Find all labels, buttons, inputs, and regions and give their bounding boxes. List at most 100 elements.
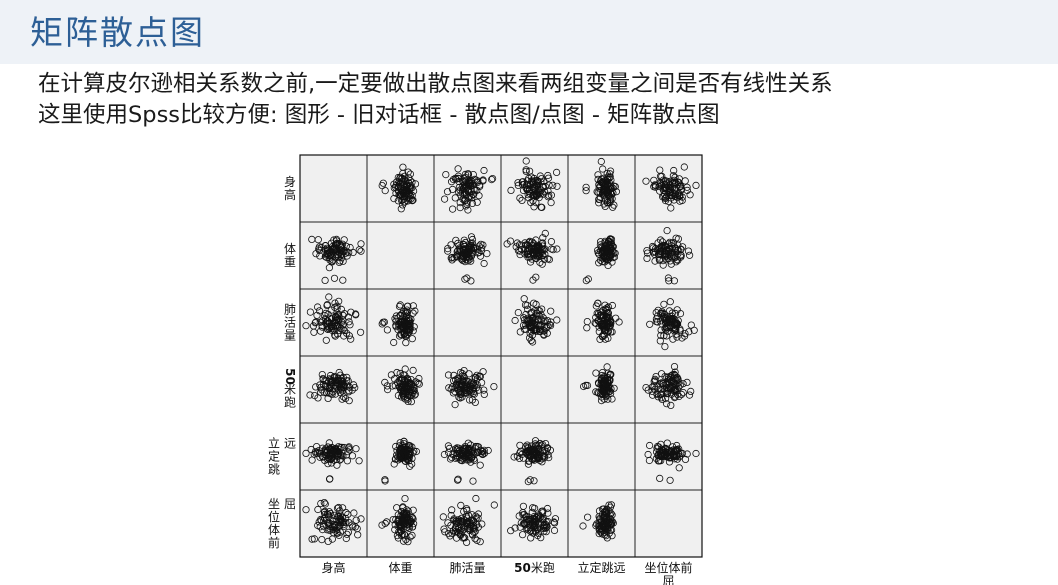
data-point <box>609 184 617 192</box>
data-point <box>524 320 532 328</box>
data-point <box>603 198 612 206</box>
data-point <box>312 250 320 258</box>
data-point <box>326 251 334 260</box>
data-point <box>661 394 670 403</box>
data-point <box>398 318 406 326</box>
data-point <box>596 241 605 249</box>
data-point <box>480 259 488 268</box>
data-point <box>312 383 320 391</box>
panel-points-r1-c5 <box>582 157 621 211</box>
data-point <box>530 250 539 258</box>
data-point <box>522 310 530 319</box>
data-point <box>531 448 540 456</box>
data-point <box>327 379 335 387</box>
data-point <box>308 456 316 464</box>
data-point <box>540 326 548 335</box>
data-point <box>515 454 524 462</box>
data-point <box>685 391 694 399</box>
data-point <box>648 391 657 399</box>
data-point <box>409 366 417 374</box>
data-point <box>332 244 340 253</box>
data-point <box>674 375 682 383</box>
data-point <box>658 310 666 318</box>
data-point <box>473 198 481 206</box>
data-point <box>409 309 417 317</box>
data-point <box>531 440 539 448</box>
data-point <box>599 165 607 173</box>
panel-points-r3-c1 <box>302 293 365 344</box>
data-point <box>523 251 532 259</box>
data-point <box>400 189 408 197</box>
data-point <box>600 505 608 513</box>
data-point <box>511 316 519 325</box>
data-point <box>392 322 400 331</box>
data-point <box>460 189 468 197</box>
data-point <box>530 447 539 455</box>
data-point <box>477 379 486 387</box>
panel-r4-c4 <box>500 355 569 424</box>
data-point <box>527 198 535 207</box>
data-point <box>596 515 604 524</box>
panel-points-r2-c3 <box>444 233 491 285</box>
data-point <box>687 321 695 329</box>
data-point <box>404 302 412 310</box>
data-point <box>539 183 548 191</box>
data-point <box>549 246 557 254</box>
data-point <box>401 454 409 462</box>
data-point <box>653 444 661 452</box>
data-point <box>341 394 350 403</box>
data-point <box>440 525 448 533</box>
data-point <box>553 182 561 190</box>
data-point <box>302 449 310 457</box>
data-point <box>692 181 700 189</box>
data-point <box>666 185 674 193</box>
data-point <box>447 178 456 186</box>
data-point <box>480 390 488 398</box>
panel-points-r1-c2 <box>378 163 420 213</box>
data-point <box>391 315 399 323</box>
data-point <box>598 379 607 387</box>
data-point <box>526 181 535 189</box>
data-point <box>665 324 673 332</box>
data-point <box>406 443 414 451</box>
data-point <box>337 385 346 393</box>
data-point <box>467 241 475 249</box>
data-point <box>468 530 476 538</box>
data-point <box>379 179 387 187</box>
data-point <box>331 390 339 398</box>
data-point <box>483 250 491 258</box>
data-point <box>657 326 665 334</box>
data-point <box>667 204 675 212</box>
data-point <box>398 530 406 539</box>
data-point <box>460 372 468 381</box>
data-point <box>600 374 608 382</box>
data-point <box>672 330 680 338</box>
data-point <box>339 321 347 329</box>
data-point <box>537 320 545 329</box>
data-point <box>543 329 551 337</box>
data-point <box>454 475 462 483</box>
data-point <box>338 254 346 262</box>
row-label-3-char: 肺 <box>284 303 296 317</box>
data-point <box>460 507 468 516</box>
data-point <box>398 385 407 393</box>
data-point <box>333 302 341 310</box>
data-point <box>598 332 606 340</box>
data-point <box>591 319 599 327</box>
data-point <box>657 452 665 460</box>
data-point <box>670 166 678 175</box>
data-point <box>321 500 329 508</box>
data-point <box>529 313 538 321</box>
data-point <box>409 327 417 335</box>
data-point <box>415 374 423 383</box>
data-point <box>525 457 534 465</box>
data-point <box>357 247 365 255</box>
data-point <box>532 321 540 329</box>
data-point <box>608 195 616 203</box>
data-point <box>594 316 603 325</box>
data-point <box>330 384 339 392</box>
row-label-5-char: 定 <box>268 449 280 464</box>
data-point <box>409 515 417 523</box>
data-point <box>454 172 462 180</box>
data-point <box>674 446 682 454</box>
